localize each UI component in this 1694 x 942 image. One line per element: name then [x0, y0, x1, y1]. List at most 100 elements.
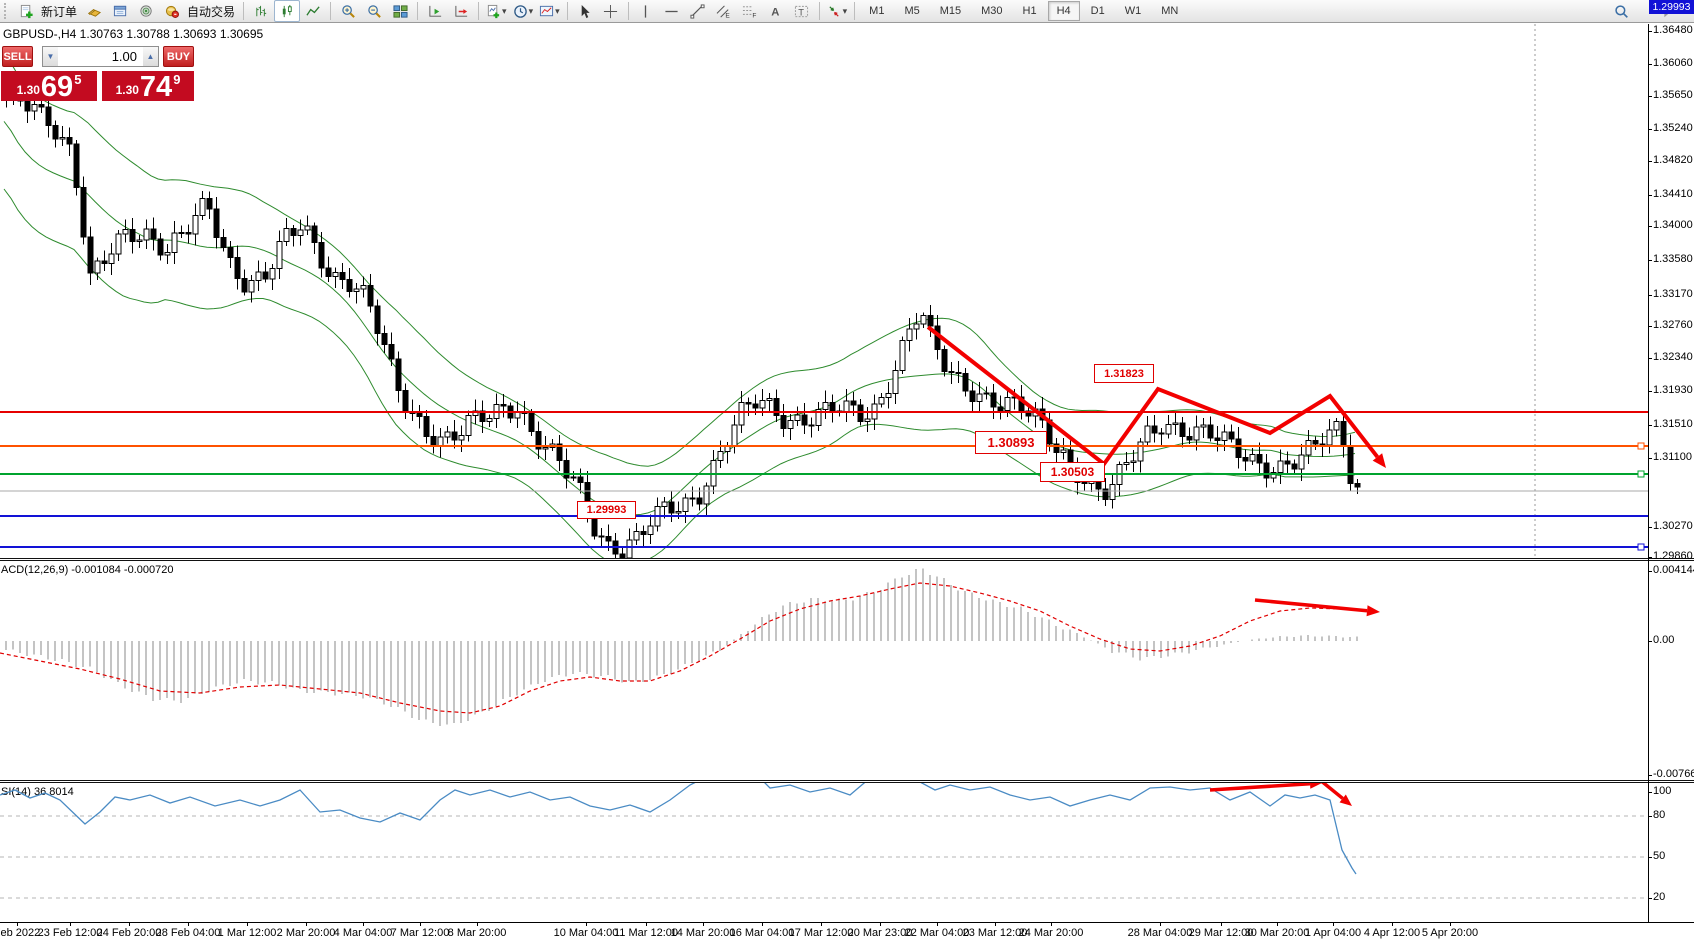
cursor-button[interactable]	[572, 0, 598, 22]
sell-price-main: 69	[40, 71, 74, 103]
candlestick-chart-icon	[282, 4, 292, 17]
timeframe-button-m1[interactable]: M1	[869, 5, 885, 17]
y-axis-tick-label: 1.32760	[1653, 319, 1693, 331]
sell-price-display[interactable]: 1.30 69 5	[1, 71, 97, 103]
chart-shift-button[interactable]	[448, 0, 474, 22]
autotrading-label[interactable]: 自动交易	[187, 4, 236, 19]
equidistant-channel-button[interactable]: E	[711, 0, 737, 22]
timeframe-button-m15[interactable]: M15	[939, 5, 962, 17]
text-label-button[interactable]: T	[789, 0, 815, 22]
y-axis-tick-label: 1.30270	[1653, 520, 1693, 532]
price-chart-canvas[interactable]	[0, 24, 1648, 558]
volume-down-button[interactable]: ▼	[43, 47, 58, 66]
time-axis-label: 11 Mar 12:00	[613, 927, 678, 939]
buy-price-display[interactable]: 1.30 74 9	[102, 71, 194, 102]
timeframe-button-d1[interactable]: D1	[1090, 5, 1105, 17]
timeframe-button-m30[interactable]: M30	[981, 5, 1003, 17]
time-axis-tick	[1450, 922, 1451, 926]
bar-chart-button[interactable]	[248, 0, 274, 22]
volume-up-button[interactable]: ▲	[143, 47, 158, 66]
y-axis-tick-label: 1.36480	[1653, 24, 1693, 36]
buy-button[interactable]: BUY	[163, 46, 194, 67]
price-level-tag: 1.29993	[1649, 0, 1694, 14]
y-axis-tick-label: 1.33170	[1653, 288, 1693, 300]
candlestick-chart-button[interactable]	[274, 0, 301, 22]
y-axis-tick	[1648, 527, 1652, 528]
new-chart-icon	[487, 4, 500, 18]
time-axis-label: 7 Mar 12:00	[390, 927, 450, 939]
y-axis-tick-label: 1.31930	[1653, 384, 1693, 396]
autotrading-button[interactable]	[159, 0, 185, 22]
tile-windows-button[interactable]	[387, 0, 413, 22]
trendline-icon	[690, 3, 705, 19]
vertical-line-icon	[644, 4, 647, 18]
y-axis-tick	[1648, 31, 1652, 32]
toolbar-separator	[417, 2, 419, 20]
y-axis-tick	[1648, 391, 1652, 392]
rsi-chart-canvas[interactable]	[0, 783, 1648, 922]
timeframe-button-m5[interactable]: M5	[904, 5, 920, 17]
autotrading-icon	[165, 5, 179, 18]
toolbar-separator	[627, 2, 629, 20]
rsi-axis-tick	[1648, 792, 1652, 793]
panel-separator[interactable]	[0, 558, 1694, 561]
zoom-out-button[interactable]	[361, 0, 387, 22]
new-order-label[interactable]: 新订单	[41, 4, 78, 19]
time-axis-label: 4 Apr 12:00	[1363, 927, 1421, 939]
search-button[interactable]	[1608, 0, 1634, 22]
y-axis-tick-label: 1.31100	[1653, 451, 1692, 463]
rsi-axis-label: 20	[1653, 891, 1666, 903]
horizontal-line-button[interactable]	[659, 0, 685, 22]
navigator-button[interactable]	[133, 0, 159, 22]
time-axis-label: 1 Mar 12:00	[217, 927, 277, 939]
zoom-in-button[interactable]	[335, 0, 361, 22]
macd-axis-tick	[1648, 641, 1652, 642]
chevron-down-icon: ▾	[842, 5, 848, 16]
arrows-objects-button[interactable]: ▾	[824, 0, 851, 22]
rsi-axis-label: 100	[1653, 785, 1672, 797]
toolbar-separator	[818, 2, 820, 20]
auto-scroll-button[interactable]	[422, 0, 448, 22]
toolbar-grip[interactable]	[4, 3, 9, 19]
toolbar-separator	[566, 2, 568, 20]
new-chart-button[interactable]: ▾	[483, 0, 510, 22]
time-axis-tick	[247, 922, 248, 926]
time-axis-label: 8 Mar 20:00	[447, 927, 507, 939]
trendline-button[interactable]	[685, 0, 711, 22]
y-axis-tick	[1648, 358, 1652, 359]
data-window-button[interactable]	[107, 0, 133, 22]
panel-separator[interactable]	[0, 780, 1694, 783]
volume-input[interactable]	[58, 47, 143, 66]
time-axis-label: 16 Mar 04:00	[729, 927, 795, 939]
new-order-icon	[20, 4, 33, 18]
line-chart-button[interactable]	[300, 0, 326, 22]
svg-text:T: T	[798, 7, 804, 17]
sell-button[interactable]: SELL	[2, 46, 33, 67]
timeframe-button-h4[interactable]: H4	[1047, 1, 1080, 21]
timeframe-button-mn[interactable]: MN	[1161, 5, 1179, 17]
macd-axis-label: 0.00	[1653, 634, 1675, 646]
templates-button[interactable]: ▾	[536, 0, 563, 22]
timeframe-button-w1[interactable]: W1	[1124, 5, 1142, 17]
y-axis-tick	[1648, 557, 1652, 558]
new-order-button[interactable]	[13, 0, 39, 22]
bar-chart-icon	[255, 5, 266, 16]
periods-button[interactable]: ▾	[510, 0, 537, 22]
text-button[interactable]: A	[763, 0, 789, 22]
timeframe-toolbar: M1 M5 M15 M30 H1 H4 D1 W1 MN	[859, 1, 1188, 21]
y-axis-tick	[1648, 64, 1652, 65]
timeframe-button-h1[interactable]: H1	[1022, 5, 1037, 17]
time-axis-label: 5 Apr 20:00	[1421, 927, 1479, 939]
macd-chart-canvas[interactable]	[0, 561, 1648, 780]
toolbar-separator	[330, 2, 332, 20]
vertical-line-button[interactable]	[633, 0, 659, 22]
text-icon: A	[771, 6, 779, 18]
sell-price-prefix: 1.30	[16, 83, 40, 97]
chart-shift-icon	[454, 5, 467, 17]
market-watch-button[interactable]	[81, 0, 107, 22]
fibonacci-button[interactable]: F	[737, 0, 763, 22]
text-label-icon: T	[795, 5, 809, 17]
auto-scroll-icon	[428, 5, 441, 17]
crosshair-button[interactable]	[598, 0, 624, 22]
fibonacci-icon: F	[743, 5, 756, 19]
